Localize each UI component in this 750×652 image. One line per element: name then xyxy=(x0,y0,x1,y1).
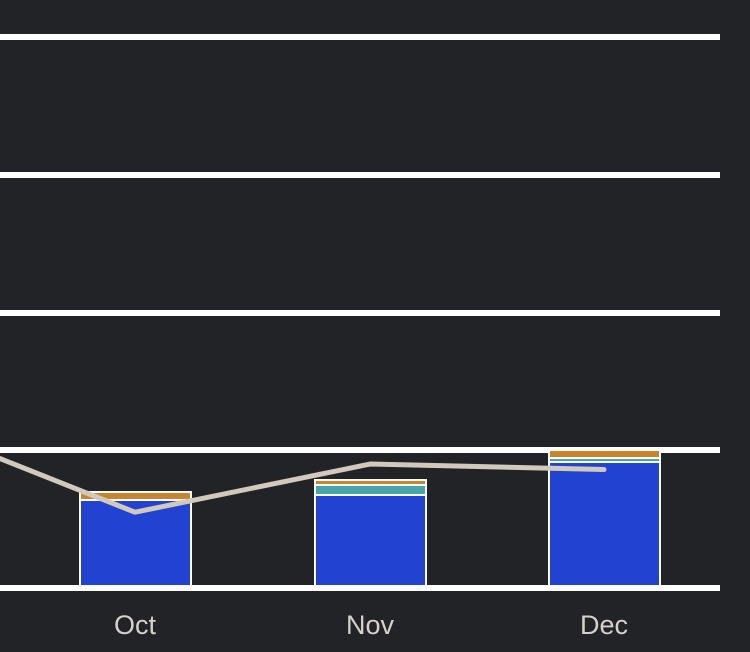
x-axis-line xyxy=(0,585,720,591)
bar-oct[interactable] xyxy=(78,491,192,588)
teal-segment xyxy=(549,459,659,461)
orange-segment xyxy=(315,481,425,484)
gridline xyxy=(0,309,720,316)
gridline xyxy=(0,34,720,40)
x-axis-label-dec: Dec xyxy=(579,610,628,640)
gridline xyxy=(0,447,720,454)
blue-segment xyxy=(80,501,190,588)
bar-nov[interactable] xyxy=(313,479,427,588)
blue-segment xyxy=(549,463,659,588)
bar-dec[interactable] xyxy=(547,449,661,588)
blue-segment xyxy=(315,496,425,588)
orange-segment xyxy=(549,451,659,457)
gridline xyxy=(0,171,720,178)
x-axis-label-oct: Oct xyxy=(113,610,156,640)
orange-segment xyxy=(80,493,190,499)
teal-segment xyxy=(315,486,425,494)
x-axis-label-nov: Nov xyxy=(345,610,394,640)
